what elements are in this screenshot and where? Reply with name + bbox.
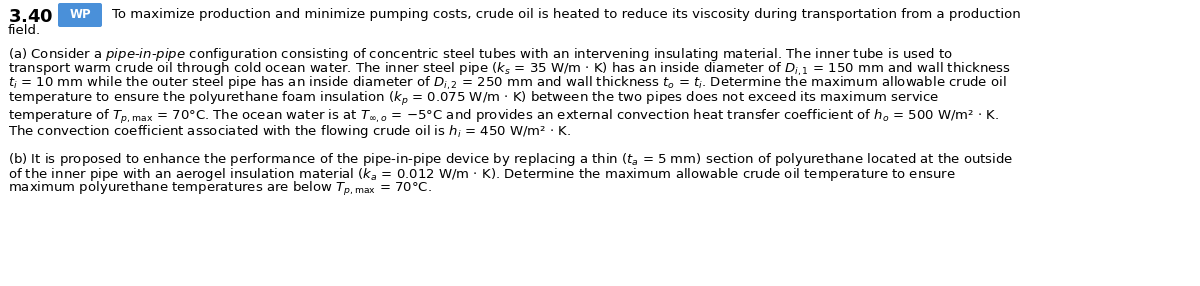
Text: temperature of $T_{p,\mathrm{max}}$ = 70°C. The ocean water is at $T_{\infty,o}$: temperature of $T_{p,\mathrm{max}}$ = 70… (8, 108, 1000, 126)
Text: To maximize production and minimize pumping costs, crude oil is heated to reduce: To maximize production and minimize pump… (112, 8, 1021, 21)
Text: $\bf{3.40}$: $\bf{3.40}$ (8, 8, 54, 26)
FancyBboxPatch shape (58, 3, 102, 27)
Text: field.: field. (8, 24, 41, 37)
Text: transport warm crude oil through cold ocean water. The inner steel pipe ($k_s$ =: transport warm crude oil through cold oc… (8, 61, 1010, 78)
Text: WP: WP (70, 9, 91, 21)
Text: $t_i$ = 10 mm while the outer steel pipe has an inside diameter of $D_{i,2}$ = 2: $t_i$ = 10 mm while the outer steel pipe… (8, 75, 1007, 92)
Text: (a) Consider a $\mathit{pipe}$-$\mathit{in}$-$\mathit{pipe}$ configuration consi: (a) Consider a $\mathit{pipe}$-$\mathit{… (8, 46, 953, 63)
Text: (b) It is proposed to enhance the performance of the pipe-in-pipe device by repl: (b) It is proposed to enhance the perfor… (8, 152, 1014, 168)
Text: The convection coefficient associated with the flowing crude oil is $h_i$ = 450 : The convection coefficient associated wi… (8, 122, 571, 140)
Text: temperature to ensure the polyurethane foam insulation ($k_p$ = 0.075 W/m $\cdot: temperature to ensure the polyurethane f… (8, 90, 940, 108)
Text: of the inner pipe with an aerogel insulation material ($k_a$ = 0.012 W/m $\cdot$: of the inner pipe with an aerogel insula… (8, 166, 955, 183)
Text: maximum polyurethane temperatures are below $T_{p,\mathrm{max}}$ = 70°C.: maximum polyurethane temperatures are be… (8, 180, 432, 198)
